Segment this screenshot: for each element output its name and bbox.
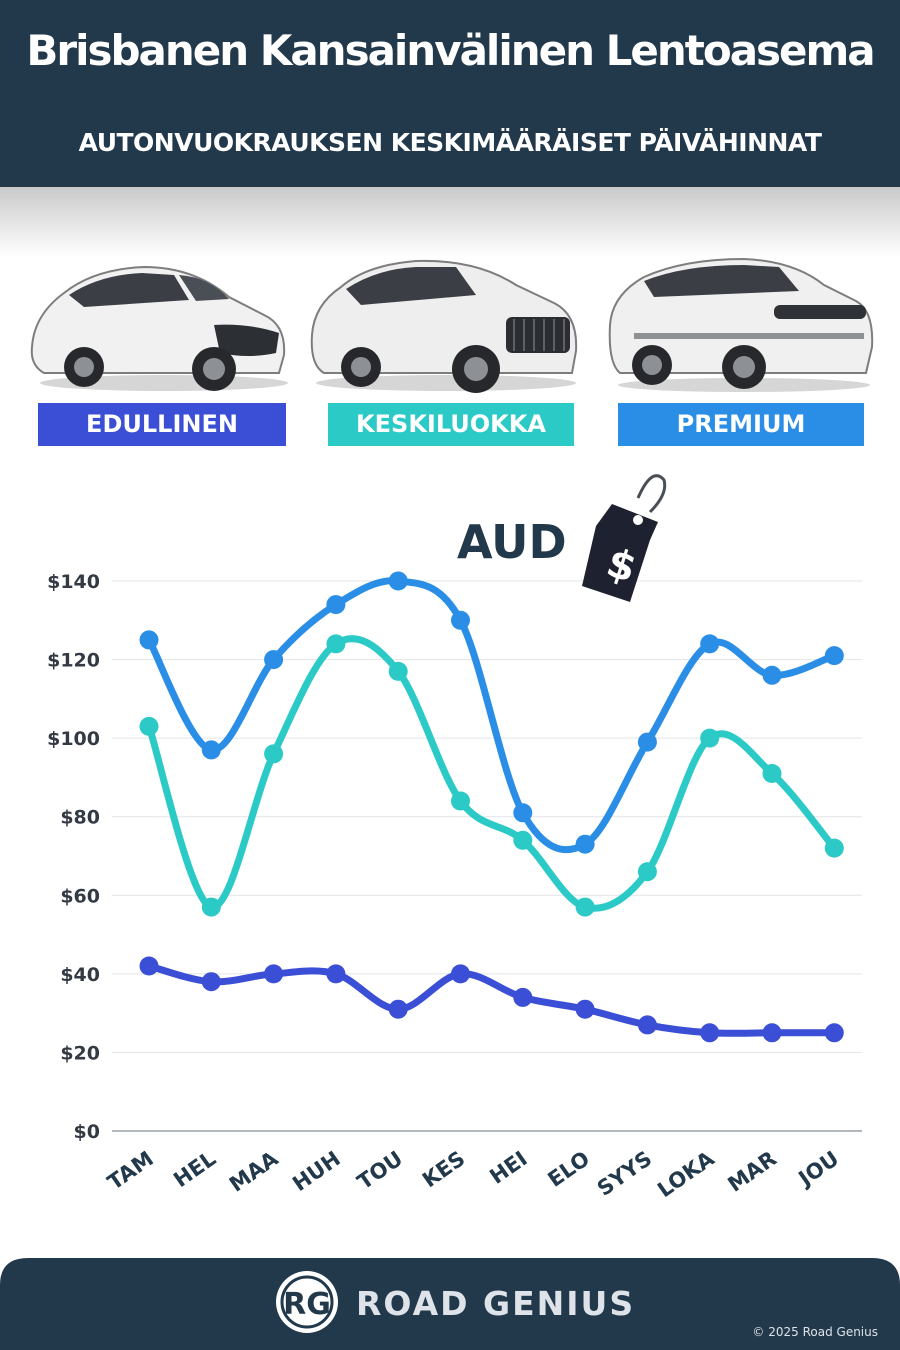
x-tick-label: HEI [485, 1146, 531, 1188]
data-point [700, 1023, 720, 1043]
data-point [139, 716, 159, 736]
data-point [201, 740, 221, 760]
y-tick-label: $60 [60, 885, 100, 907]
data-point [264, 650, 284, 670]
y-tick-label: $120 [47, 650, 100, 672]
y-tick-label: $0 [74, 1121, 100, 1143]
badge-premium: PREMIUM [618, 403, 864, 446]
x-tick-label: KES [418, 1146, 469, 1192]
data-point [824, 1023, 844, 1043]
data-point [513, 803, 533, 823]
x-tick-label: HEL [169, 1146, 220, 1192]
badge-midsize: KESKILUOKKA [328, 403, 574, 446]
footer-banner: RG [0, 1258, 900, 1350]
data-point [451, 964, 470, 984]
data-point [326, 964, 346, 984]
y-tick-label: $100 [47, 728, 100, 750]
data-point [264, 744, 284, 764]
chart-grid [112, 580, 862, 1132]
brand-name: ROAD GENIUS [356, 1284, 636, 1323]
y-tick-label: $140 [47, 571, 100, 593]
currency-label: AUD [457, 515, 567, 569]
header-shadow [0, 187, 900, 257]
x-tick-label: ELO [543, 1146, 593, 1191]
data-point [824, 838, 844, 858]
data-point [762, 665, 782, 685]
series-line-0 [145, 962, 838, 1037]
data-point [637, 732, 657, 752]
y-tick-label: $80 [60, 807, 100, 829]
series-points [139, 571, 844, 1043]
x-tick-label: HUH [288, 1146, 345, 1196]
x-tick-label: SYYS [593, 1146, 656, 1200]
data-point [139, 956, 159, 976]
x-tick-label: JOU [793, 1146, 843, 1191]
data-point [762, 764, 782, 783]
data-point [700, 634, 720, 654]
data-point [139, 630, 159, 650]
data-point [326, 595, 346, 615]
header-banner: Brisbanen Kansainvälinen Lentoasema AUTO… [0, 0, 900, 187]
premium-car-image [608, 257, 874, 392]
x-tick-label: TAM [103, 1146, 158, 1194]
data-point [575, 834, 595, 854]
data-point [451, 791, 470, 811]
economy-car-image [30, 265, 288, 391]
x-tick-label: TOU [353, 1146, 407, 1194]
page-subtitle: AUTONVUOKRAUKSEN KESKIMÄÄRÄISET PÄIVÄHIN… [78, 128, 822, 157]
data-point [201, 972, 221, 992]
data-point [264, 964, 284, 984]
x-tick-label: MAR [723, 1146, 780, 1196]
series-lines [145, 577, 838, 1037]
data-point [513, 830, 533, 850]
x-tick-label: LOKA [653, 1146, 719, 1200]
copyright-text: © 2025 Road Genius [752, 1325, 878, 1339]
logo-badge-icon [276, 1271, 338, 1333]
y-tick-label: $40 [60, 964, 100, 986]
data-point [388, 571, 408, 591]
data-point [637, 1015, 657, 1035]
data-point [575, 999, 595, 1019]
y-axis-ticks: $0 $20 $40 $60 $80 $100 $120 $140 [47, 571, 100, 1143]
data-point [388, 661, 408, 681]
price-tag-icon: $ [582, 474, 667, 602]
y-tick-label: $20 [60, 1042, 100, 1064]
page-title: Brisbanen Kansainvälinen Lentoasema [26, 26, 875, 75]
data-point [388, 999, 408, 1019]
midsize-car-image [310, 259, 578, 393]
data-point [326, 634, 346, 654]
badge-economy: EDULLINEN [38, 403, 286, 446]
data-point [700, 728, 720, 748]
series-line-1 [145, 635, 838, 912]
data-point [513, 987, 533, 1007]
data-point [824, 646, 844, 666]
data-point [201, 897, 221, 917]
data-point [575, 897, 595, 917]
x-tick-label: MAA [225, 1146, 283, 1197]
logo-monogram: RG [283, 1287, 331, 1322]
data-point [451, 610, 470, 630]
data-point [762, 1023, 782, 1043]
price-line-chart: $0 $20 $40 $60 $80 $100 $120 $140 TAM HEL MAA HUH T… [47, 474, 862, 1200]
data-point [637, 862, 657, 882]
